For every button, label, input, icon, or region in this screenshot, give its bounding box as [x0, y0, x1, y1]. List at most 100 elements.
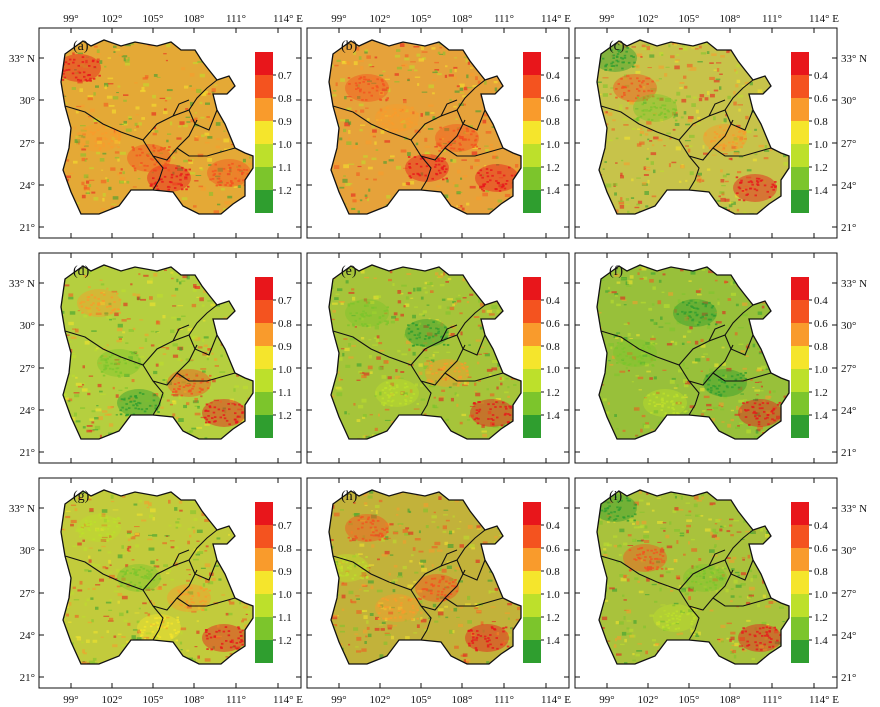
- lon-tick-label: 99°: [331, 694, 346, 706]
- colorbar-label: 0.6: [546, 93, 560, 105]
- colorbar-swatch: [523, 640, 541, 663]
- colorbar-label: 1.2: [814, 612, 828, 624]
- lon-tick-label: 108°: [720, 13, 741, 25]
- colorbar-swatch: [255, 548, 273, 571]
- province-border: [188, 334, 218, 356]
- colorbar-label: 1.2: [814, 387, 828, 399]
- lat-tick-label: 27°: [841, 588, 856, 600]
- province-border: [712, 372, 772, 382]
- province-border: [152, 605, 164, 641]
- lat-tick-label: 21°: [20, 447, 35, 459]
- colorbar-swatch: [255, 323, 273, 346]
- lat-tick-label: 30°: [841, 320, 856, 332]
- map-panel-a: (a) 99° 102° 105° 108° 111° 114° E 33° N 30° 27° 2…: [9, 13, 303, 239]
- lat-tick-label: 21°: [20, 672, 35, 684]
- colorbar-label: 1.2: [546, 612, 560, 624]
- colorbar-swatch: [255, 52, 273, 75]
- lon-tick-label: 111°: [762, 694, 782, 706]
- lat-tick-label: 21°: [841, 222, 856, 234]
- colorbar-label: 0.8: [278, 318, 292, 330]
- lat-tick-label: 33° N: [9, 53, 35, 65]
- colorbar-swatch: [523, 617, 541, 640]
- colorbar-swatch: [523, 144, 541, 167]
- lat-tick-label: 30°: [20, 545, 35, 557]
- colorbar-label: 0.9: [278, 566, 292, 578]
- lon-tick-label: 114° E: [809, 694, 839, 706]
- lat-tick-label: 24°: [841, 180, 856, 192]
- province-border: [188, 559, 218, 581]
- region-outline: [328, 489, 522, 665]
- region-fill: [597, 490, 789, 664]
- colorbar-swatch: [523, 415, 541, 438]
- colorbar-label: 1.0: [278, 139, 292, 151]
- colorbar-label: 1.2: [546, 387, 560, 399]
- region-outline: [328, 39, 522, 215]
- colorbar-label: 1.4: [546, 635, 560, 647]
- lat-tick-label: 33° N: [841, 53, 867, 65]
- lon-tick-label: 99°: [599, 694, 614, 706]
- colorbar-label: 1.1: [278, 612, 292, 624]
- colorbar-swatch: [523, 98, 541, 121]
- lat-tick-label: 33° N: [841, 278, 867, 290]
- province-border: [708, 324, 726, 342]
- panel-label: (b): [341, 39, 358, 54]
- colorbar-label: 0.9: [278, 341, 292, 353]
- lat-tick-label: 21°: [841, 672, 856, 684]
- colorbar-label: 1.2: [814, 162, 828, 174]
- lon-tick-label: 108°: [720, 694, 741, 706]
- region-outline: [596, 39, 790, 215]
- lon-tick-label: 105°: [679, 13, 700, 25]
- colorbar-swatch: [791, 323, 809, 346]
- lon-tick-label: 111°: [494, 13, 514, 25]
- colorbar-label: 1.2: [278, 185, 292, 197]
- colorbar-swatch: [255, 502, 273, 525]
- colorbar-swatch: [791, 369, 809, 392]
- colorbar-swatch: [523, 323, 541, 346]
- colorbar-swatch: [255, 415, 273, 438]
- lon-tick-label: 114° E: [809, 13, 839, 25]
- province-border: [688, 380, 700, 416]
- panel-label: (c): [609, 39, 625, 54]
- colorbar-swatch: [255, 277, 273, 300]
- colorbar-label: 0.8: [814, 116, 828, 128]
- colorbar-label: 0.4: [546, 295, 560, 307]
- colorbar-label: 1.0: [546, 589, 560, 601]
- panel-label: (d): [73, 264, 90, 279]
- province-border: [712, 597, 772, 607]
- colorbar: 0.7 0.8 0.9 1.0 1.1 1.2: [255, 502, 292, 663]
- colorbar-swatch: [255, 369, 273, 392]
- province-border: [444, 372, 504, 382]
- lon-tick-label: 114° E: [273, 13, 303, 25]
- colorbar: 0.7 0.8 0.9 1.0 1.1 1.2: [255, 52, 292, 213]
- colorbar-swatch: [255, 167, 273, 190]
- raster-texture: [329, 40, 521, 214]
- lon-tick-label: 114° E: [273, 694, 303, 706]
- colorbar-swatch: [255, 98, 273, 121]
- province-border: [64, 330, 198, 386]
- colorbar-label: 1.2: [278, 635, 292, 647]
- province-border: [420, 605, 432, 641]
- colorbar-swatch: [791, 571, 809, 594]
- province-border: [176, 147, 236, 157]
- province-border: [172, 99, 190, 117]
- colorbar-swatch: [791, 525, 809, 548]
- lat-tick-label: 30°: [841, 545, 856, 557]
- colorbar-label: 0.7: [278, 295, 292, 307]
- lat-tick-label: 27°: [20, 138, 35, 150]
- colorbar-label: 0.8: [278, 93, 292, 105]
- colorbar-swatch: [791, 277, 809, 300]
- colorbar-swatch: [255, 594, 273, 617]
- lat-tick-label: 21°: [20, 222, 35, 234]
- province-border: [600, 105, 734, 161]
- lon-tick-label: 99°: [331, 13, 346, 25]
- province-border: [420, 380, 432, 416]
- map-panel-b: (b) 99° 102° 105° 108° 111° 114° E 0.4 0.6 0.8 1.0…: [306, 13, 571, 239]
- colorbar-swatch: [255, 190, 273, 213]
- colorbar-label: 0.4: [546, 70, 560, 82]
- colorbar-swatch: [255, 121, 273, 144]
- lon-tick-label: 111°: [226, 694, 246, 706]
- colorbar: 0.4 0.6 0.8 1.0 1.2 1.4: [791, 52, 828, 213]
- colorbar-label: 1.1: [278, 162, 292, 174]
- lon-tick-label: 105°: [411, 694, 432, 706]
- lon-tick-label: 108°: [184, 13, 205, 25]
